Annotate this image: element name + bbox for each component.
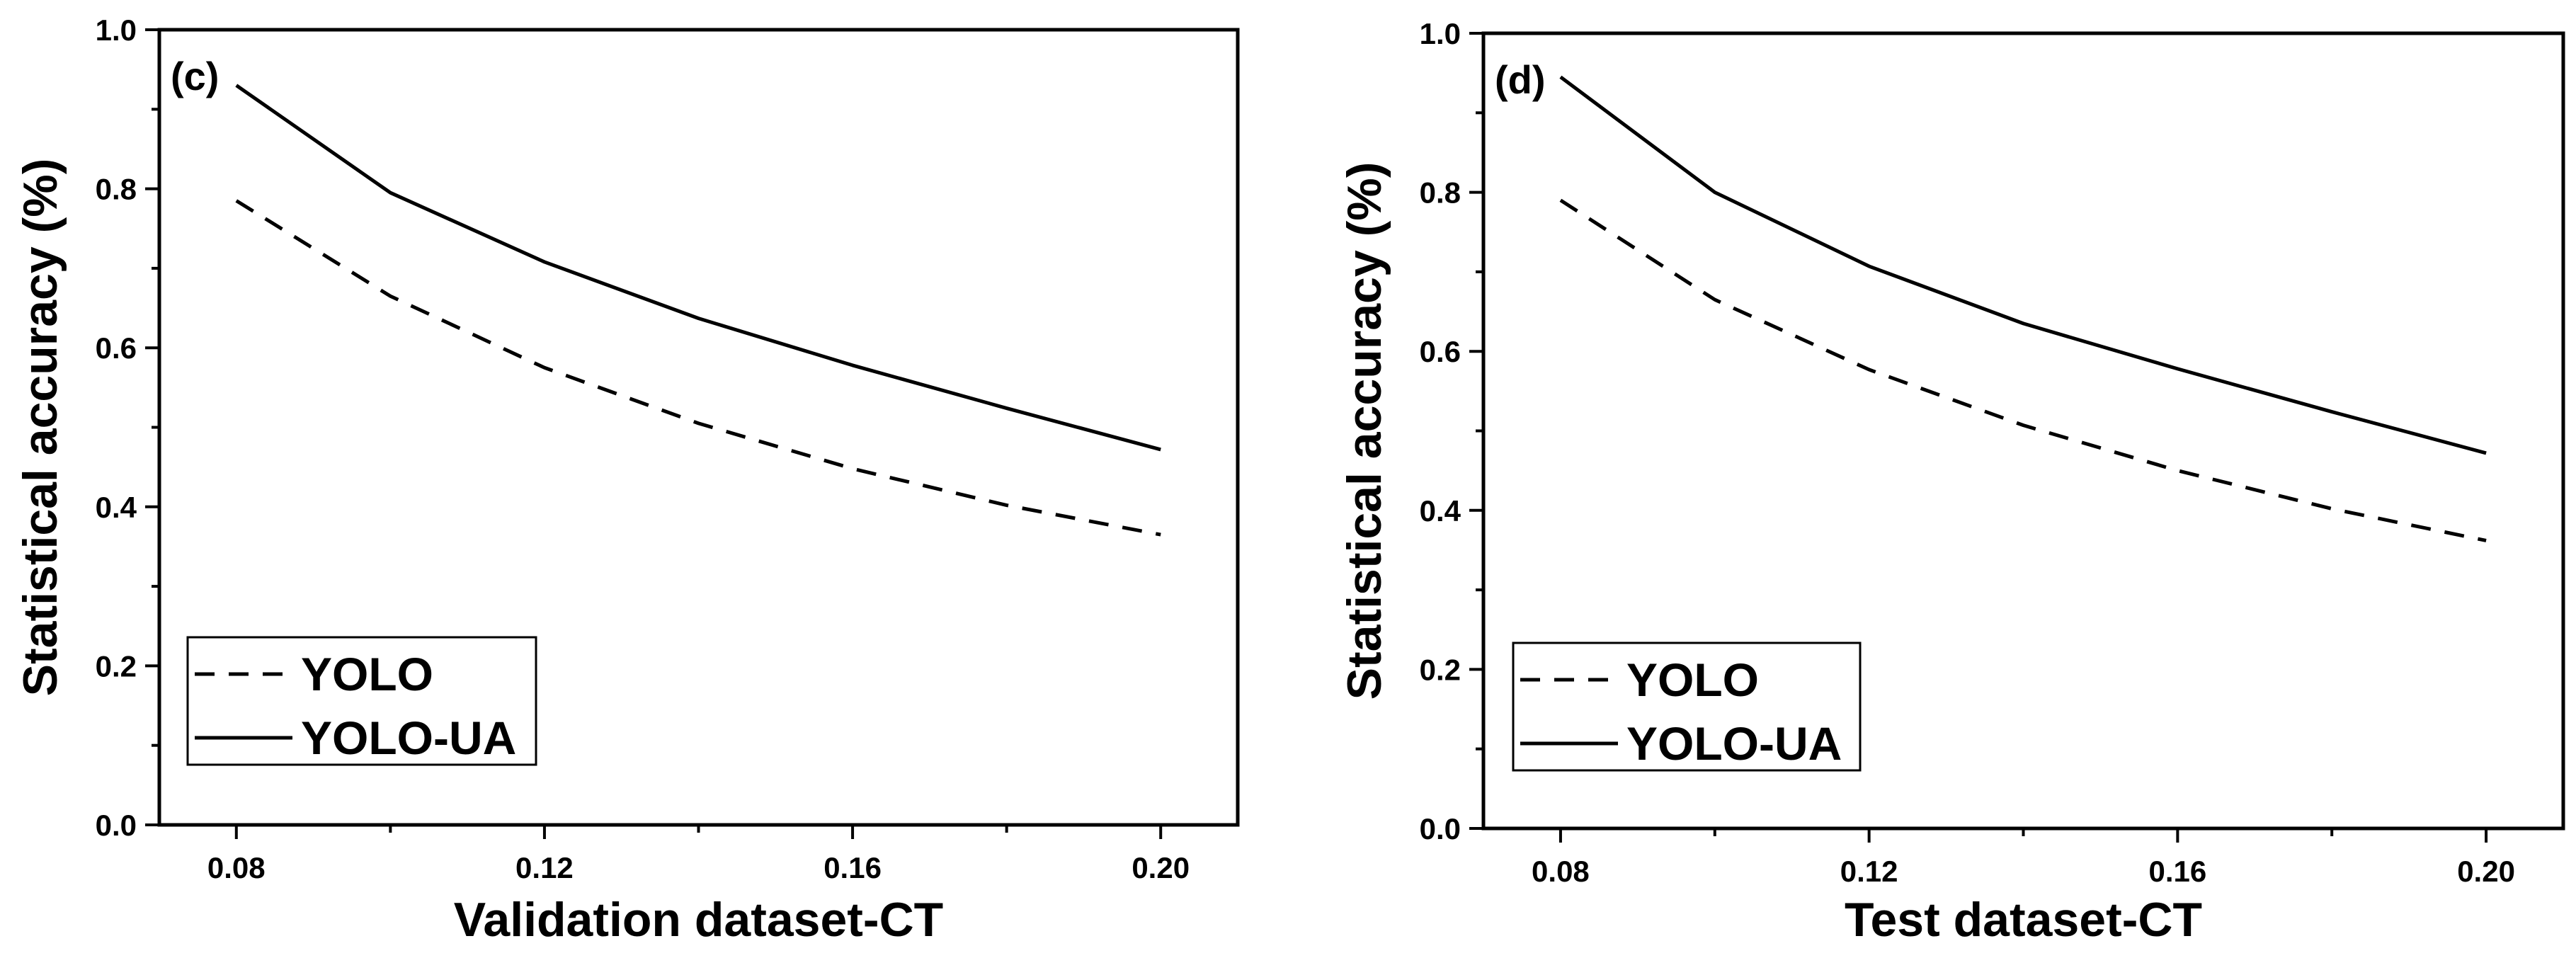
series-line-yolo-ua bbox=[1559, 75, 2487, 455]
y-tick-label: 0.4 bbox=[1420, 494, 1461, 528]
x-axis-title: Validation dataset-CT bbox=[454, 893, 943, 947]
x-tick-label: 0.16 bbox=[2148, 855, 2206, 888]
y-tick-label: 0.0 bbox=[1420, 812, 1461, 845]
series-line-yolo bbox=[235, 199, 1161, 537]
series-line-yolo-ua bbox=[235, 84, 1161, 452]
legend: YOLO YOLO-UA bbox=[1512, 641, 1862, 772]
panel-c: 0.0 0.2 0.4 0.6 0.8 1.0 0.08 0.12 0.16 0.20 Valida… bbox=[13, 13, 1240, 947]
legend-label: YOLO-UA bbox=[1626, 717, 1842, 770]
y-tick-label: 0.0 bbox=[96, 809, 137, 842]
x-tick-label: 0.12 bbox=[515, 851, 574, 884]
y-tick-label: 0.2 bbox=[1420, 653, 1461, 686]
x-tick-label: 0.20 bbox=[2457, 855, 2515, 888]
legend-box bbox=[186, 636, 537, 766]
panel-label: (c) bbox=[171, 54, 219, 98]
panel-label: (d) bbox=[1495, 57, 1546, 102]
x-tick-label: 0.08 bbox=[1532, 855, 1590, 888]
legend-label: YOLO bbox=[301, 648, 433, 700]
y-tick-label: 1.0 bbox=[1420, 17, 1461, 50]
y-axis-title: Statistical accuracy (%) bbox=[1338, 162, 1391, 700]
y-tick-label: 0.6 bbox=[96, 331, 137, 365]
y-tick-label: 0.8 bbox=[96, 173, 137, 206]
x-tick-label: 0.08 bbox=[207, 851, 266, 884]
y-tick-label: 0.6 bbox=[1420, 335, 1461, 368]
x-axis-title: Test dataset-CT bbox=[1845, 893, 2202, 947]
x-tick-label: 0.20 bbox=[1132, 851, 1190, 884]
legend-label: YOLO bbox=[1626, 654, 1759, 706]
legend: YOLO YOLO-UA bbox=[186, 636, 537, 766]
legend-label: YOLO-UA bbox=[301, 712, 516, 764]
y-axis-title: Statistical accuracy (%) bbox=[13, 159, 67, 697]
series-line-yolo bbox=[1559, 198, 2487, 542]
y-tick-label: 0.8 bbox=[1420, 176, 1461, 210]
x-tick-label: 0.16 bbox=[823, 851, 882, 884]
legend-box bbox=[1512, 641, 1862, 772]
y-tick-label: 0.4 bbox=[96, 491, 137, 524]
x-tick-label: 0.12 bbox=[1840, 855, 1898, 888]
y-tick-label: 0.2 bbox=[96, 649, 137, 683]
panel-d: 0.0 0.2 0.4 0.6 0.8 1.0 0.08 0.12 0.16 0.20 Test d… bbox=[1338, 17, 2565, 947]
y-tick-label: 1.0 bbox=[96, 13, 137, 47]
